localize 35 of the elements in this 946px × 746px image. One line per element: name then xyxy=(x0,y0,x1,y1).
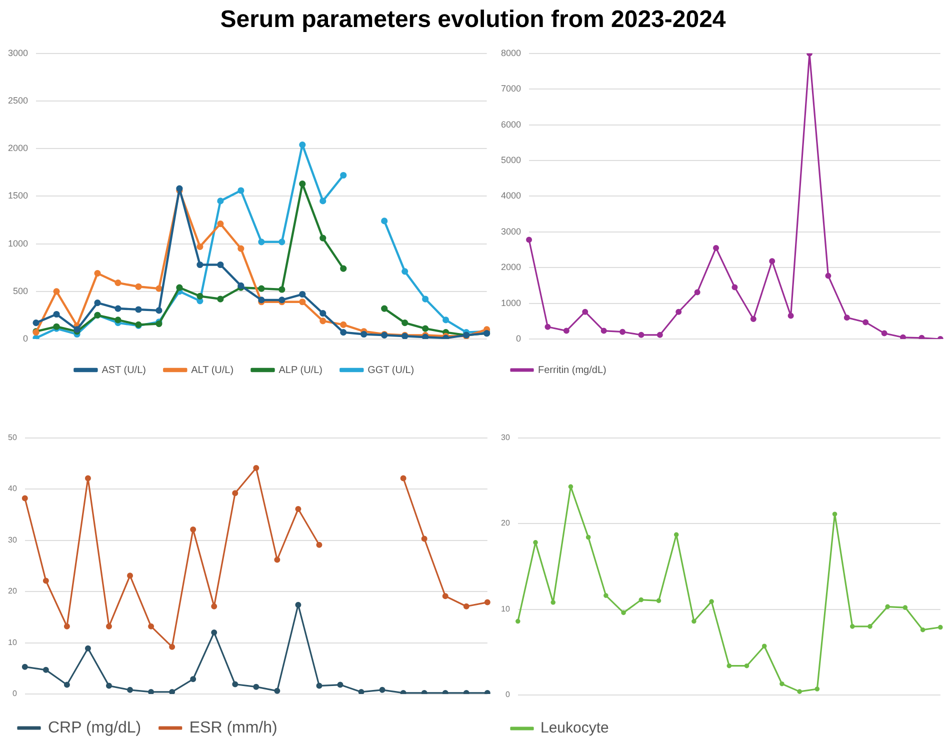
y-tick-label: 4000 xyxy=(500,190,522,201)
y-tick-label: 1000 xyxy=(8,238,28,248)
y-tick-label: 1500 xyxy=(8,190,28,201)
y-tick-label: 3000 xyxy=(500,226,522,236)
legend-label: AST (U/L) xyxy=(102,364,146,376)
y-tick-label: 10 xyxy=(8,638,18,647)
chart-title: Serum parameters evolution from 2023-2024 xyxy=(219,6,727,34)
y-tick-label: 0 xyxy=(505,690,510,700)
legend-label: GGT (U/L) xyxy=(368,364,414,376)
legend-label: ESR (mm/h) xyxy=(189,719,278,736)
y-tick-label: 2000 xyxy=(500,262,522,272)
y-tick-label: 10 xyxy=(500,604,510,614)
y-tick-label: 30 xyxy=(500,433,510,442)
legend-label: Leukocyte xyxy=(540,720,609,737)
y-tick-label: 6000 xyxy=(500,119,522,130)
y-tick-label: 7000 xyxy=(500,84,522,94)
y-tick-label: 50 xyxy=(8,433,18,442)
y-tick-label: 8000 xyxy=(500,48,522,58)
y-tick-label: 2000 xyxy=(8,143,28,154)
y-tick-label: 0 xyxy=(23,333,28,344)
y-tick-label: 40 xyxy=(8,484,18,494)
legend-label: CRP (mg/dL) xyxy=(48,719,142,736)
legend-label: Ferritin (mg/dL) xyxy=(538,364,606,376)
y-tick-label: 20 xyxy=(500,518,510,528)
y-tick-label: 1000 xyxy=(500,298,522,308)
y-tick-label: 20 xyxy=(8,586,18,596)
y-tick-label: 2500 xyxy=(8,95,28,106)
y-tick-label: 500 xyxy=(12,286,28,296)
y-tick-label: 0 xyxy=(12,689,18,698)
y-tick-label: 3000 xyxy=(8,48,28,58)
y-tick-label: 0 xyxy=(516,333,522,344)
y-tick-label: 30 xyxy=(8,535,18,544)
legend-label: ALP (U/L) xyxy=(278,364,322,376)
y-tick-label: 5000 xyxy=(500,154,522,165)
legend-label: ALT (U/L) xyxy=(191,364,234,376)
